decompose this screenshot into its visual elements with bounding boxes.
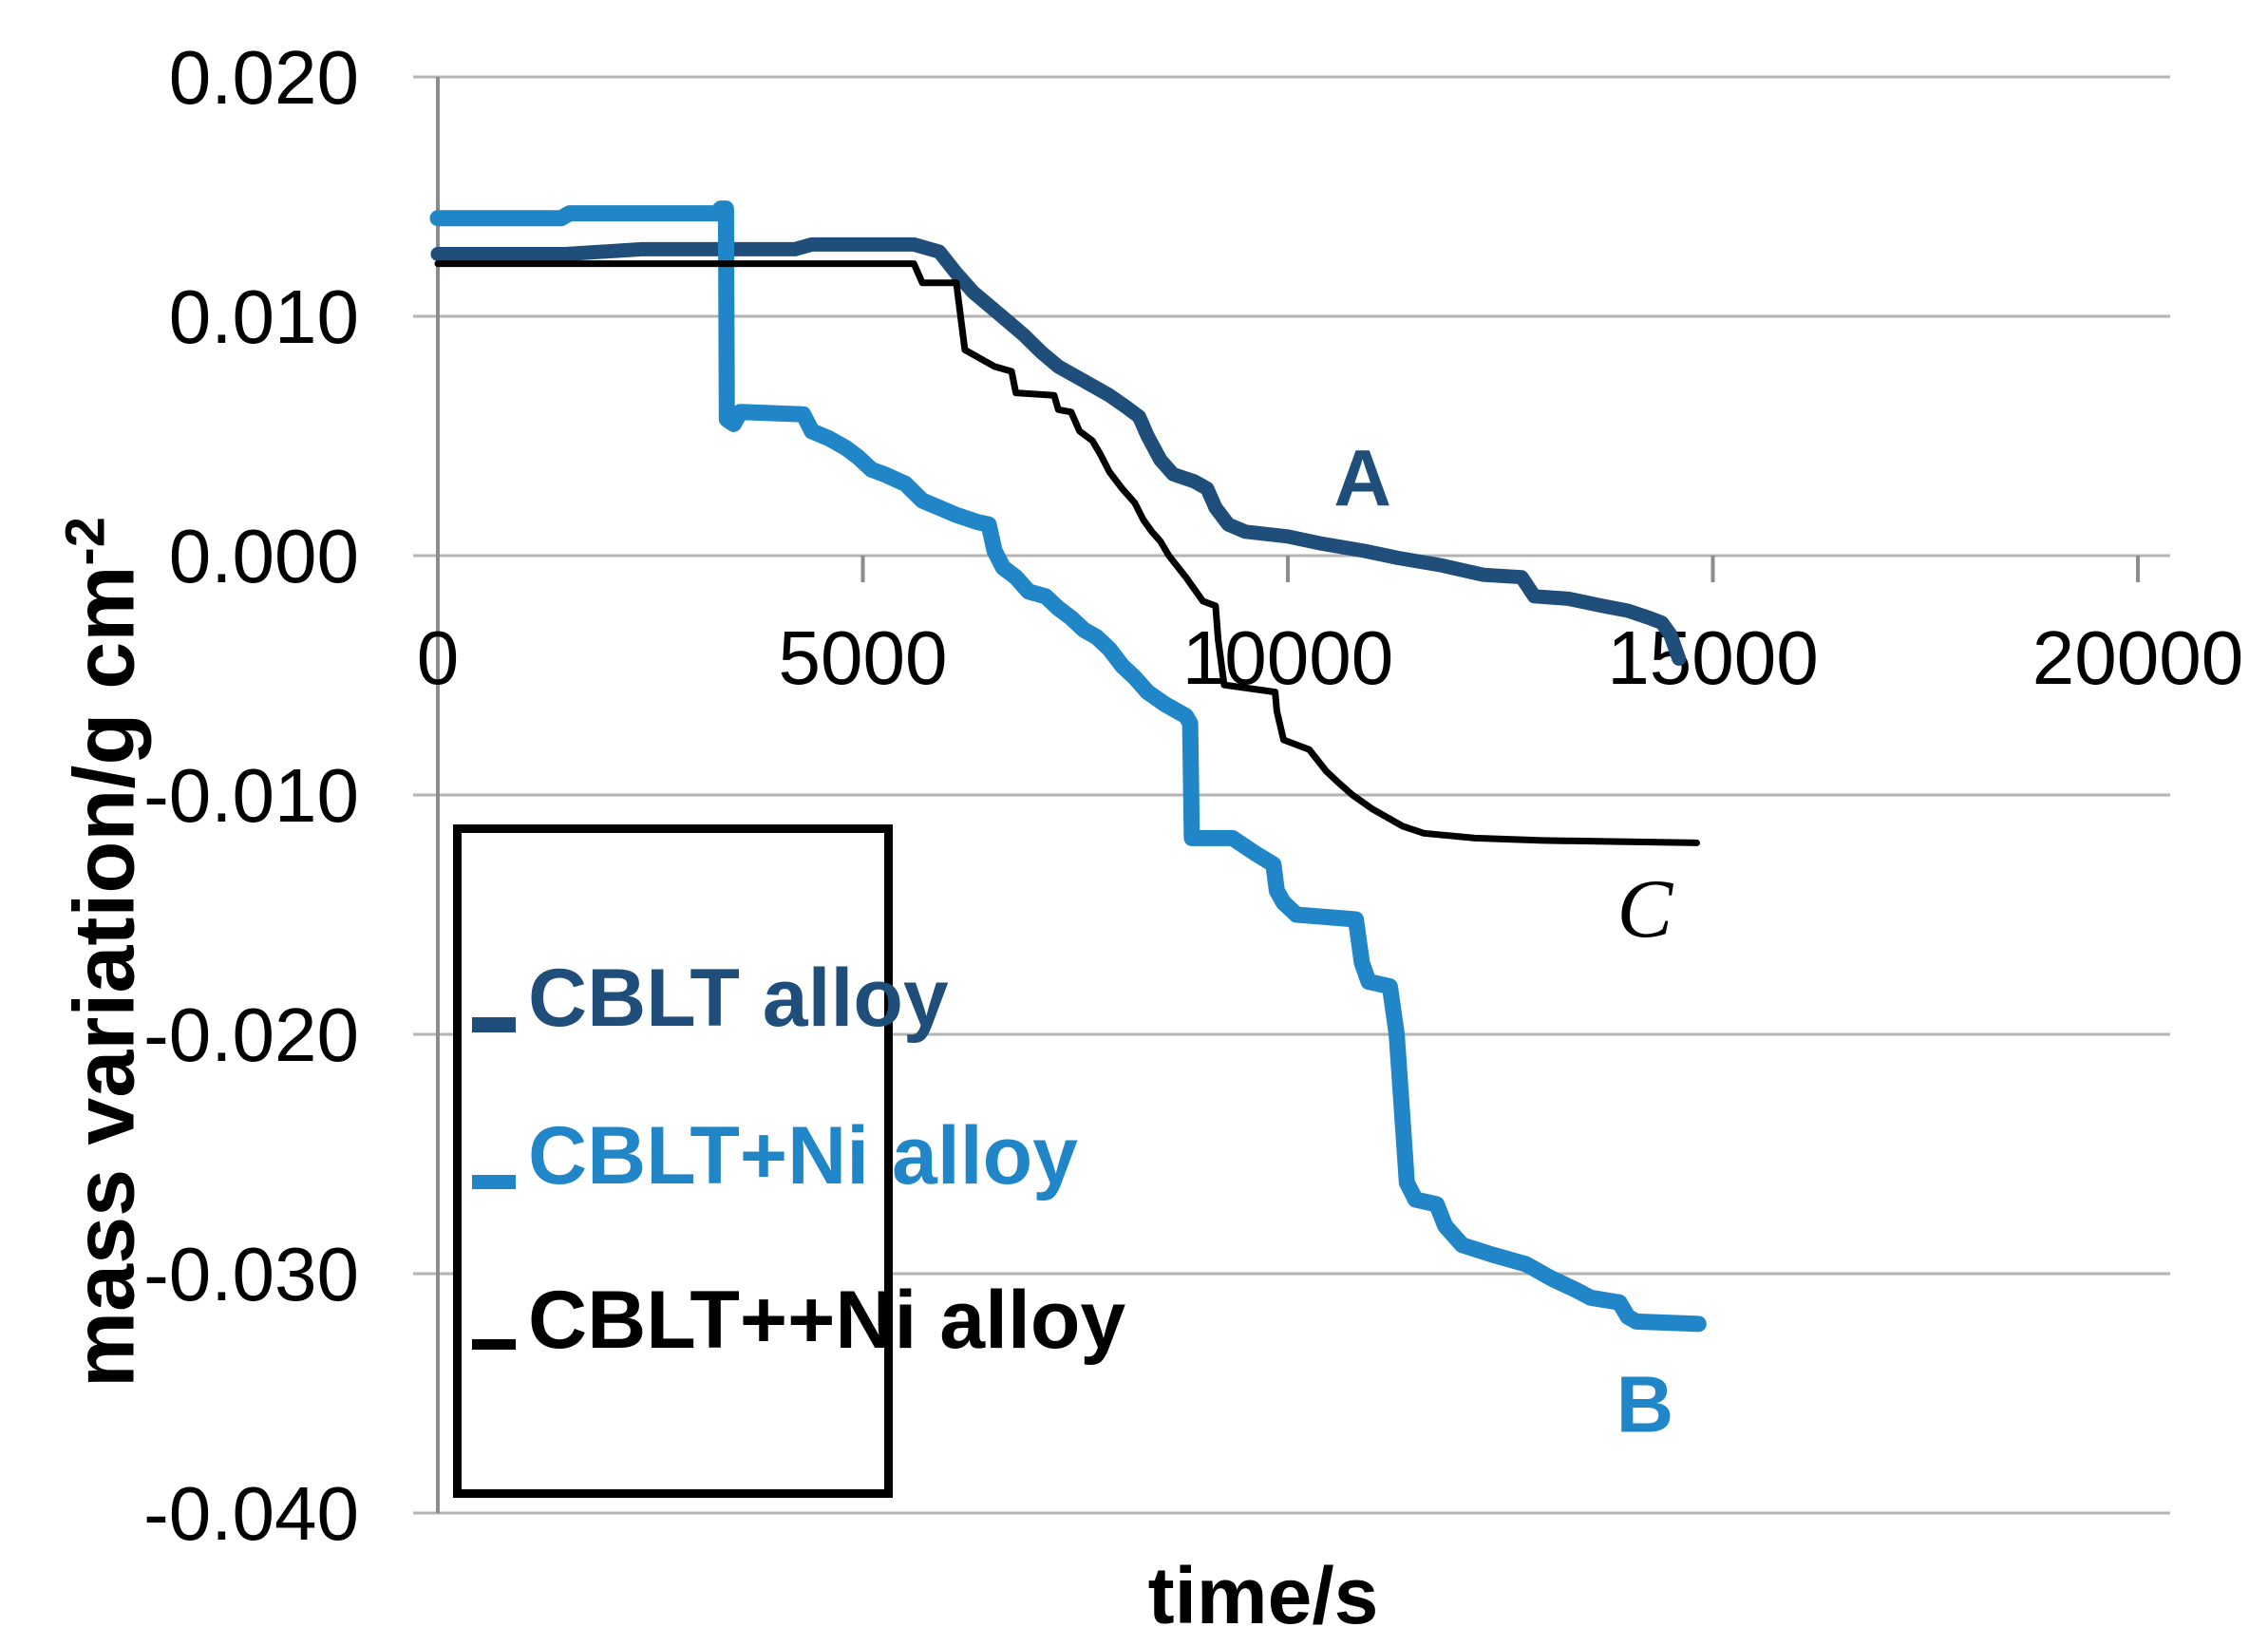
x-axis-title: time/s	[1147, 1551, 1379, 1640]
legend-swatch-icon	[472, 1017, 516, 1032]
y-tick-label: -0.040	[143, 1471, 359, 1556]
series-line-C	[434, 260, 1700, 846]
legend-label: CBLT++Ni alloy	[528, 1275, 1126, 1366]
series-label-A: A	[1333, 433, 1391, 522]
y-tick-label: 0.000	[169, 514, 359, 598]
y-tick-label: -0.010	[143, 753, 359, 838]
x-tick-label: 5000	[779, 615, 948, 700]
y-tick-label: -0.030	[143, 1232, 359, 1316]
legend-item: CBLT++Ni alloy	[462, 1273, 1125, 1368]
x-tick-label: 20000	[2032, 615, 2243, 700]
y-tick-label: 0.020	[169, 35, 359, 120]
legend-item: CBLT alloy	[462, 951, 949, 1046]
legend-label: CBLT alloy	[528, 953, 949, 1044]
legend-item: CBLT+Ni alloy	[462, 1108, 1078, 1203]
series-label-B: B	[1616, 1360, 1674, 1449]
legend-swatch-icon	[472, 1339, 516, 1350]
x-tick-label: 15000	[1607, 615, 1818, 700]
legend-label: CBLT+Ni alloy	[528, 1110, 1078, 1201]
y-axis-title: mass variation/g cm-2	[31, 378, 153, 1527]
y-tick-label: -0.020	[143, 993, 359, 1077]
x-tick-label: 10000	[1182, 615, 1393, 700]
legend-swatch-icon	[472, 1175, 516, 1189]
x-tick-label: 0	[417, 615, 460, 700]
series-line-B	[429, 200, 1707, 1333]
series-line-A	[430, 236, 1687, 666]
axes	[436, 77, 2140, 1513]
series-label-C: C	[1617, 863, 1674, 955]
y-axis-title-text: mass variation/g cm	[57, 565, 153, 1388]
tick-labels: 0.020 0.010 0.000 -0.010 -0.020 -0.030 -0.040 0…	[143, 35, 2243, 1556]
y-tick-label: 0.010	[169, 274, 359, 359]
y-axis-title-superscript: -2	[54, 517, 117, 566]
series-letter-labels: A B C	[1333, 433, 1673, 1448]
data-series	[429, 200, 1707, 1333]
legend: CBLT alloy CBLT+Ni alloy CBLT++Ni alloy	[453, 824, 1125, 1498]
